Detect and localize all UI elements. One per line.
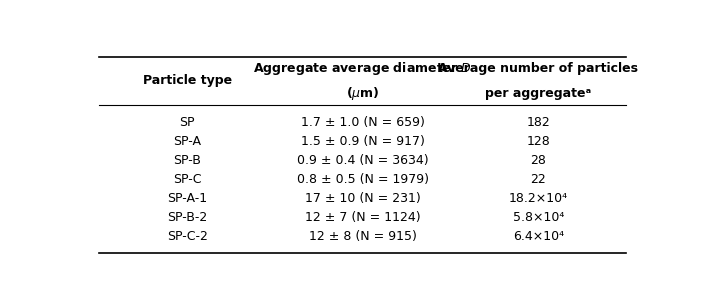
Text: Aggregate average diameter $\mathit{D}$: Aggregate average diameter $\mathit{D}$ <box>253 60 472 77</box>
Text: 28: 28 <box>530 154 547 167</box>
Text: Particle type: Particle type <box>143 74 232 87</box>
Text: 0.9 ± 0.4 (N = 3634): 0.9 ± 0.4 (N = 3634) <box>297 154 428 167</box>
Text: ($\mu$m): ($\mu$m) <box>346 84 379 102</box>
Text: 1.5 ± 0.9 (N = 917): 1.5 ± 0.9 (N = 917) <box>301 135 425 148</box>
Text: SP-B: SP-B <box>173 154 201 167</box>
Text: 12 ± 7 (N = 1124): 12 ± 7 (N = 1124) <box>305 211 421 224</box>
Text: 17 ± 10 (N = 231): 17 ± 10 (N = 231) <box>305 192 421 205</box>
Text: 1.7 ± 1.0 (N = 659): 1.7 ± 1.0 (N = 659) <box>301 116 425 129</box>
Text: 12 ± 8 (N = 915): 12 ± 8 (N = 915) <box>309 230 417 243</box>
Text: 18.2×10⁴: 18.2×10⁴ <box>509 192 568 205</box>
Text: SP-C-2: SP-C-2 <box>167 230 207 243</box>
Text: 22: 22 <box>530 173 547 186</box>
Text: 0.8 ± 0.5 (N = 1979): 0.8 ± 0.5 (N = 1979) <box>297 173 429 186</box>
Text: SP-C: SP-C <box>173 173 202 186</box>
Text: SP-A: SP-A <box>173 135 201 148</box>
Text: SP-B-2: SP-B-2 <box>167 211 207 224</box>
Text: 182: 182 <box>527 116 550 129</box>
Text: SP: SP <box>180 116 195 129</box>
Text: Average number of particles: Average number of particles <box>438 62 639 75</box>
Text: 5.8×10⁴: 5.8×10⁴ <box>513 211 564 224</box>
Text: per aggregateᵃ: per aggregateᵃ <box>485 86 592 100</box>
Text: 6.4×10⁴: 6.4×10⁴ <box>513 230 564 243</box>
Text: SP-A-1: SP-A-1 <box>167 192 207 205</box>
Text: 128: 128 <box>527 135 550 148</box>
